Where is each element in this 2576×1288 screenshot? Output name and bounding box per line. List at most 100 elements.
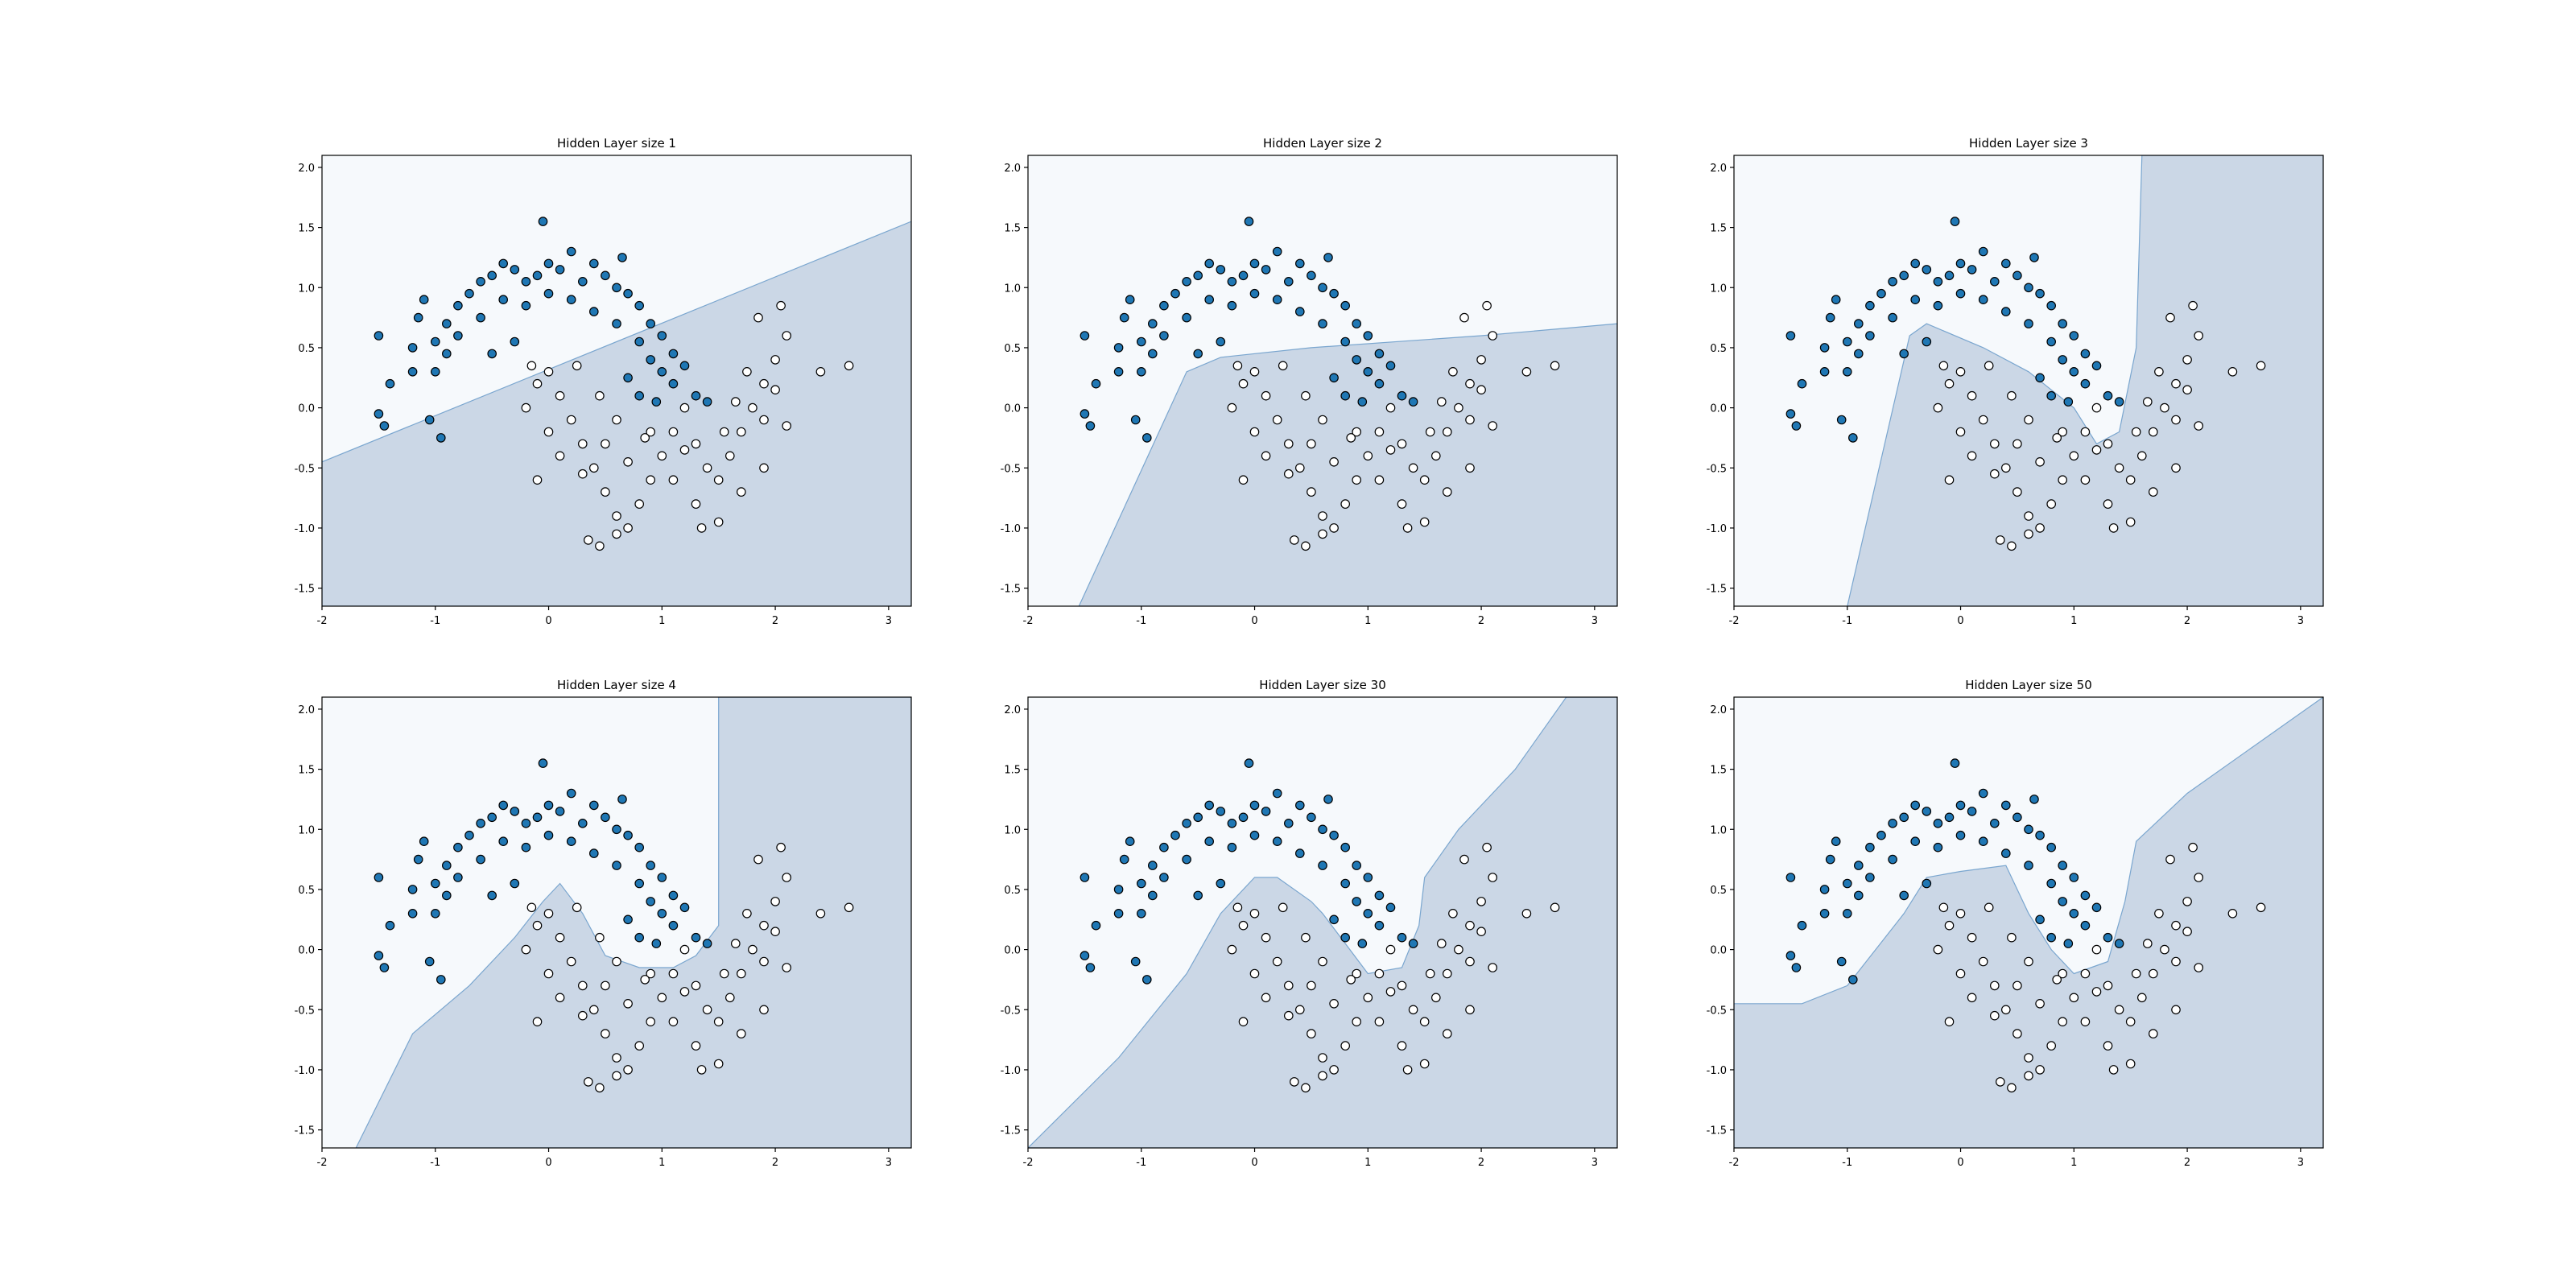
scatter-point <box>1227 818 1237 828</box>
scatter-point <box>1955 288 1966 299</box>
scatter-point <box>1346 975 1356 985</box>
scatter-point <box>436 433 446 443</box>
scatter-point <box>1819 909 1830 919</box>
scatter-point <box>1227 402 1237 413</box>
scatter-point <box>612 529 621 539</box>
y-tick-label: -0.5 <box>295 463 315 475</box>
scatter-point <box>1238 812 1249 823</box>
scatter-point <box>2154 366 2164 377</box>
y-tick-label: 1.0 <box>1710 824 1727 836</box>
scatter-point <box>2046 932 2056 943</box>
scatter-point <box>487 349 497 359</box>
scatter-point <box>577 276 588 287</box>
scatter-point <box>1397 1041 1407 1051</box>
scatter-point <box>1854 861 1864 870</box>
scatter-point <box>2001 307 2011 316</box>
scatter-point <box>1278 902 1288 913</box>
scatter-point <box>1137 336 1146 347</box>
scatter-point <box>1227 276 1237 287</box>
scatter-point <box>555 265 565 275</box>
axes-frame <box>321 155 912 607</box>
scatter-point <box>379 421 390 431</box>
scatter-point <box>1437 397 1447 407</box>
scatter-point <box>521 276 531 287</box>
scatter-point <box>1408 463 1418 473</box>
subplot-title: Hidden Layer size 1 <box>557 136 676 151</box>
scatter-point <box>1374 427 1385 437</box>
scatter-point <box>1797 378 1807 389</box>
scatter-point <box>1249 427 1260 437</box>
y-tick-label: -0.5 <box>1001 463 1021 475</box>
scatter-point <box>1249 968 1260 979</box>
scatter-point <box>419 836 429 846</box>
scatter-point <box>1340 300 1350 311</box>
scatter-point <box>2080 968 2091 979</box>
axes-frame <box>1733 696 2324 1149</box>
scatter-point <box>1374 920 1385 931</box>
scatter-point <box>623 288 633 299</box>
scatter-point <box>1307 487 1316 497</box>
scatter-point <box>577 980 588 991</box>
scatter-point <box>1933 300 1943 311</box>
scatter-point <box>424 415 435 425</box>
scatter-point <box>2080 890 2091 901</box>
x-tick-label: -1 <box>430 615 440 627</box>
scatter-point <box>2069 366 2079 377</box>
y-tick-label: 2.0 <box>1710 163 1727 175</box>
scatter-point <box>1261 451 1271 461</box>
scatter-point <box>612 861 621 870</box>
scatter-point <box>634 1041 644 1051</box>
scatter-point <box>753 312 763 323</box>
scatter-point <box>1955 830 1966 840</box>
scatter-point <box>374 873 384 882</box>
scatter-point <box>1385 987 1396 997</box>
scatter-point <box>1843 909 1852 919</box>
scatter-point <box>1085 963 1096 972</box>
scatter-point <box>1272 415 1282 425</box>
scatter-point <box>1085 421 1096 431</box>
scatter-point <box>498 258 508 269</box>
scatter-point <box>2182 355 2192 365</box>
axes-frame <box>1027 696 1618 1149</box>
scatter-point <box>1967 451 1977 461</box>
scatter-point <box>1933 842 1943 852</box>
scatter-point <box>2080 920 2091 931</box>
y-tick-label: -0.5 <box>1707 463 1727 475</box>
y-tick-label: 0.0 <box>298 403 315 415</box>
scatter-point <box>2052 433 2062 443</box>
scatter-point <box>1295 258 1305 269</box>
scatter-point <box>770 355 780 365</box>
scatter-point <box>1284 818 1294 828</box>
scatter-point <box>572 902 582 913</box>
scatter-point <box>2114 939 2124 948</box>
y-tick-label: 1.5 <box>1004 223 1021 235</box>
scatter-point <box>1261 265 1271 275</box>
scatter-point <box>2058 355 2067 365</box>
scatter-point <box>1899 270 1909 281</box>
scatter-point <box>1113 909 1124 919</box>
scatter-point <box>1950 758 1960 768</box>
scatter-point <box>1437 939 1447 948</box>
scatter-point <box>1950 217 1960 226</box>
series-class-1 <box>521 842 854 1093</box>
scatter-point <box>1318 956 1327 967</box>
subplot-4: -2 -1 0 1 2 3 -1.5 -1.0 -0.5 0.0 0.5 1.0 1.5 2.0 Hidde… <box>295 678 912 1169</box>
scatter-point <box>521 842 531 852</box>
scatter-point <box>1825 854 1835 865</box>
scatter-point <box>1402 1065 1413 1075</box>
y-tick-label: -1.5 <box>1001 584 1021 596</box>
y-tick-label: -1.5 <box>1707 1125 1727 1137</box>
scatter-point <box>1836 956 1847 967</box>
scatter-point <box>1910 258 1920 269</box>
scatter-point <box>1419 1059 1430 1069</box>
scatter-point <box>1419 1017 1430 1026</box>
y-tick-label: 0.5 <box>1004 343 1021 355</box>
scatter-point <box>1318 824 1327 835</box>
scatter-point <box>595 541 605 551</box>
scatter-point <box>691 1041 701 1051</box>
scatter-point <box>476 312 485 323</box>
scatter-point <box>1125 295 1135 304</box>
scatter-point <box>634 932 644 943</box>
scatter-point <box>487 270 497 281</box>
